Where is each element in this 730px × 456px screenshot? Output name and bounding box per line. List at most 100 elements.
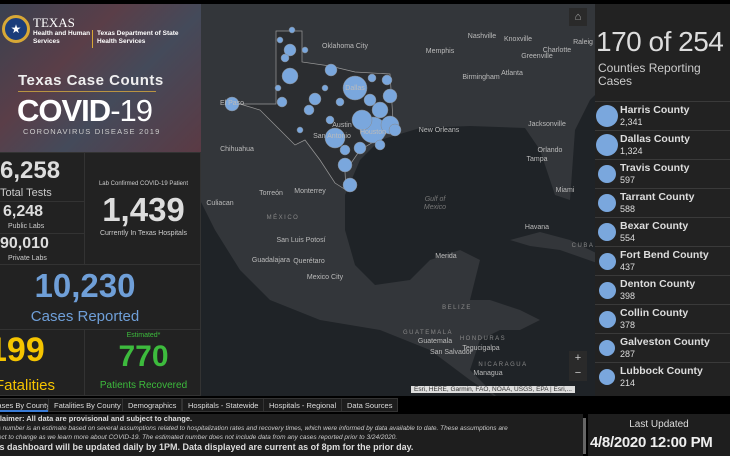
case-marker[interactable] — [363, 93, 377, 107]
tab-hospitals-statewide[interactable]: Hospitals - Statewide — [182, 398, 265, 412]
map-label: Austin — [332, 122, 352, 129]
tab-data-sources[interactable]: Data Sources — [341, 398, 399, 412]
county-name: Harris County — [620, 104, 690, 116]
map-label: Oklahoma City — [322, 43, 368, 50]
county-list-item[interactable]: Harris County 2,341 — [595, 101, 730, 130]
county-marker-icon — [599, 369, 615, 385]
case-marker[interactable] — [276, 36, 284, 44]
county-list-item[interactable]: Tarrant County 588 — [595, 188, 730, 217]
case-marker[interactable] — [324, 127, 346, 149]
county-list-item[interactable]: Collin County 378 — [595, 304, 730, 333]
home-button[interactable]: ⌂ — [569, 8, 587, 26]
case-marker[interactable] — [324, 63, 338, 77]
footer-scrollbar[interactable] — [583, 418, 586, 454]
case-marker[interactable] — [382, 88, 398, 104]
county-list-item[interactable]: Dallas County 1,324 — [595, 130, 730, 159]
case-marker[interactable] — [301, 46, 309, 54]
last-updated-value: 4/8/2020 12:00 PM — [590, 434, 713, 451]
map-label: Torreón — [259, 190, 283, 197]
case-marker[interactable] — [388, 123, 402, 137]
case-marker[interactable] — [342, 75, 368, 101]
case-marker[interactable] — [283, 43, 297, 57]
cases-value: 10,230 — [34, 267, 136, 304]
case-marker[interactable] — [339, 144, 351, 156]
case-marker[interactable] — [274, 84, 282, 92]
map-label: El Paso — [219, 100, 245, 107]
county-name: Dallas County — [620, 133, 691, 145]
county-list-item[interactable]: Travis County 597 — [595, 159, 730, 188]
private-labs-label: Private Labs — [8, 255, 47, 262]
case-marker[interactable] — [321, 84, 329, 92]
case-marker[interactable] — [371, 101, 389, 119]
public-labs-value: 6,248 — [3, 203, 44, 220]
case-marker[interactable] — [280, 53, 290, 63]
map-attribution[interactable]: Esri, HERE, Garmin, FAO, NOAA, USGS, EPA… — [411, 386, 575, 393]
case-marker[interactable] — [381, 74, 393, 86]
map-label: Tampa — [526, 156, 548, 163]
county-marker-icon — [596, 134, 618, 156]
map-label: BELIZE — [442, 305, 472, 311]
map-label: New Orleans — [418, 127, 460, 134]
counties-panel: 170 of 254 Counties Reporting Cases Harr… — [595, 4, 730, 396]
case-marker[interactable] — [335, 97, 345, 107]
case-marker[interactable] — [276, 96, 288, 108]
case-marker[interactable] — [296, 126, 304, 134]
disclaimer: Disclaimer: All data are provisional and… — [0, 414, 193, 423]
map-view[interactable]: Louisville Nashville Knoxville Raleig Oklaho… — [201, 4, 595, 396]
county-name: Fort Bend County — [620, 249, 709, 261]
map-label: Dallas — [345, 85, 365, 92]
map-label: Managua — [473, 370, 503, 377]
tab-fatalities-by-county[interactable]: Fatalities By County — [48, 398, 127, 412]
county-value: 287 — [620, 349, 636, 359]
case-marker[interactable] — [288, 26, 296, 34]
recovered-card: Estimated* 770 Patients Recovered — [84, 329, 201, 396]
case-marker[interactable] — [351, 109, 373, 131]
map-label: Houston — [359, 129, 387, 136]
county-value: 2,341 — [620, 117, 643, 127]
hospital-label: Currently In Texas Hospitals — [99, 230, 188, 237]
map-label: Querétaro — [293, 258, 325, 265]
map-label: Raleig — [573, 39, 593, 46]
county-list-item[interactable]: Galveston County 287 — [595, 333, 730, 362]
cases-card: 10,230 Cases Reported — [0, 264, 201, 330]
county-value: 588 — [620, 204, 636, 214]
county-list-item[interactable]: Lubbock County 214 — [595, 362, 730, 391]
map-label: Miami — [555, 187, 575, 194]
case-marker[interactable] — [303, 104, 315, 116]
map-label: NICARAGUA — [478, 362, 528, 368]
hospital-value: 1,439 — [102, 191, 185, 228]
tab-demographics[interactable]: Demographics — [122, 398, 183, 412]
case-marker[interactable] — [308, 92, 322, 106]
county-name: Lubbock County — [620, 365, 703, 377]
county-value: 437 — [620, 262, 636, 272]
map-label: Charlotte — [542, 47, 572, 54]
gulf-atlantic-water — [345, 95, 595, 396]
county-value: 378 — [620, 320, 636, 330]
county-list-item[interactable]: Bexar County 554 — [595, 217, 730, 246]
basemap — [201, 26, 595, 396]
map-label: Orlando — [537, 147, 563, 154]
county-list-item[interactable]: Denton County 398 — [595, 275, 730, 304]
map-label: Greenville — [521, 53, 553, 60]
case-marker[interactable] — [374, 139, 386, 151]
map-label: Culiacan — [206, 200, 234, 207]
case-marker[interactable] — [342, 177, 358, 193]
case-marker[interactable] — [353, 141, 367, 155]
zoom-out-button[interactable]: − — [574, 367, 582, 379]
map-label: Birmingham — [462, 74, 500, 81]
tab-hospitals-regional[interactable]: Hospitals - Regional — [263, 398, 343, 412]
case-marker[interactable] — [325, 115, 335, 125]
counties-headline: 170 of 254 — [596, 26, 724, 57]
case-marker[interactable] — [281, 67, 299, 85]
hhs-logo-subtext: Health and Human Services — [33, 30, 91, 45]
hospital-card: Lab Confirmed COVID-19 Patient 1,439 Cur… — [84, 152, 201, 265]
zoom-in-button[interactable]: + — [574, 352, 582, 364]
county-marker-icon — [598, 223, 616, 241]
public-labs-card: 6,248 Public Labs — [0, 201, 85, 234]
case-marker[interactable] — [367, 73, 377, 83]
county-value: 1,324 — [620, 146, 643, 156]
county-list-item[interactable]: Fort Bend County 437 — [595, 246, 730, 275]
county-marker-icon — [599, 340, 615, 356]
case-marker[interactable] — [337, 157, 353, 173]
case-marker[interactable] — [224, 96, 240, 112]
